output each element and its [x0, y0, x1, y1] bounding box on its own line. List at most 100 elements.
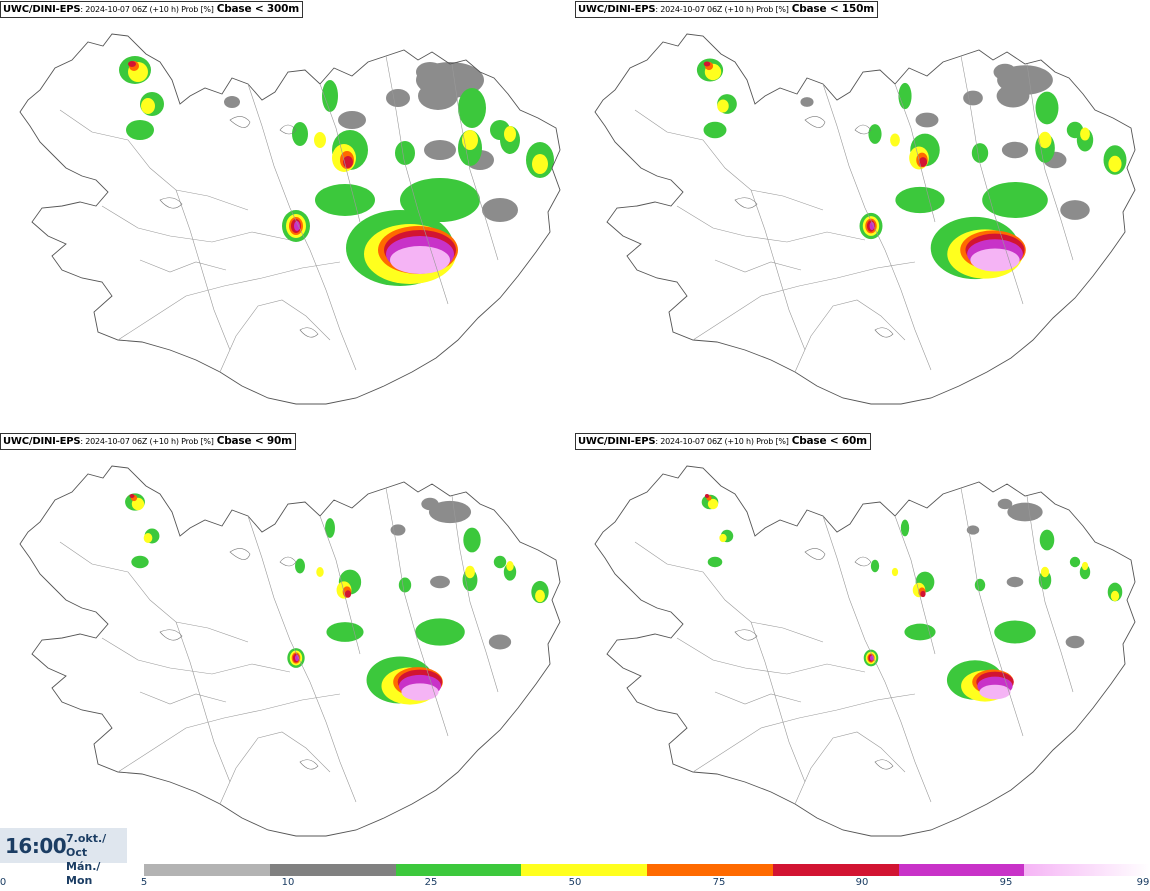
green-probability-area: [126, 120, 154, 140]
lake-outline: [159, 197, 183, 209]
green-probability-area: [707, 556, 723, 568]
region-boundary: [676, 205, 866, 243]
yellow-probability-area: [717, 99, 729, 113]
region-boundary: [139, 259, 227, 273]
yellow-probability-area: [1110, 590, 1120, 602]
grey-probability-area: [224, 96, 240, 108]
iceland-map: [19, 465, 561, 837]
iceland-map: [594, 33, 1136, 405]
green-probability-area: [458, 88, 486, 128]
region-boundary: [319, 83, 361, 223]
region-boundary: [822, 83, 932, 371]
region-boundary: [634, 541, 824, 643]
region-boundary: [385, 487, 449, 737]
yellow-probability-area: [462, 130, 478, 150]
pink-probability-area: [979, 684, 1011, 700]
panel-title: UWC/DINI-EPS: 2024-10-07 06Z (+10 h) Pro…: [0, 1, 303, 18]
region-boundary: [692, 261, 916, 341]
green-probability-area: [994, 620, 1036, 644]
region-boundary: [894, 515, 936, 655]
legend-tick-label: 5: [140, 877, 148, 888]
legend-tick-label: 50: [568, 877, 582, 888]
yellow-probability-area: [1108, 155, 1122, 173]
green-probability-area: [415, 618, 465, 646]
grey-probability-area: [386, 89, 410, 107]
green-probability-area: [326, 622, 364, 642]
red-probability-area: [128, 61, 136, 67]
grey-probability-area: [338, 111, 366, 129]
magenta-probability-area: [294, 221, 300, 231]
grey-probability-area: [915, 112, 939, 128]
region-boundary: [59, 541, 249, 643]
grey-probability-area: [488, 634, 512, 650]
region-boundary: [451, 63, 499, 261]
legend-swatch: [395, 864, 522, 876]
green-probability-area: [895, 186, 945, 214]
legend-tick-label: 90: [855, 877, 869, 888]
lake-outline: [854, 124, 872, 135]
region-boundary: [822, 515, 932, 803]
lake-outline: [159, 629, 183, 641]
legend-swatch: [144, 864, 270, 876]
legend-swatch: [1024, 864, 1150, 876]
yellow-probability-area: [1081, 561, 1089, 571]
green-probability-area: [322, 80, 338, 112]
pink-probability-area: [970, 248, 1020, 272]
date-line-1: 7.okt./ Oct: [66, 832, 107, 859]
red-probability-area: [703, 61, 711, 67]
legend-tick-labels: 0 5 10 25 50 75 90 95 99: [0, 877, 1150, 891]
grey-probability-area: [428, 500, 472, 524]
coastline: [19, 465, 561, 837]
region-boundary: [59, 109, 249, 211]
green-probability-area: [868, 124, 882, 144]
green-probability-area: [870, 559, 880, 573]
lake-outline: [229, 116, 251, 128]
valid-time-date: 7.okt./ Oct Mán./ Mon: [66, 832, 127, 888]
grey-probability-area: [1001, 141, 1029, 159]
yellow-probability-area: [314, 132, 326, 148]
yellow-probability-area: [504, 126, 516, 142]
green-probability-area: [898, 82, 912, 110]
region-boundary: [960, 487, 1024, 737]
lake-outline: [279, 556, 297, 567]
lake-outline: [854, 556, 872, 567]
green-probability-area: [398, 577, 412, 593]
region-boundary: [219, 731, 331, 805]
yellow-probability-area: [465, 565, 475, 579]
yellow-probability-area: [316, 567, 324, 577]
lake-outline: [804, 116, 826, 128]
region-boundary: [794, 299, 906, 373]
date-line-2: Mán./ Mon: [66, 860, 101, 887]
green-probability-area: [315, 184, 375, 216]
red-probability-area: [344, 590, 352, 598]
green-probability-area: [292, 122, 308, 146]
yellow-probability-area: [506, 561, 514, 571]
yellow-probability-area: [1038, 131, 1052, 149]
lake-outline: [279, 124, 297, 135]
legend-tick-label: 25: [424, 877, 438, 888]
grey-probability-area: [996, 84, 1030, 108]
lake-outline: [804, 548, 826, 560]
lake-outline: [299, 327, 319, 338]
green-probability-area: [325, 518, 335, 538]
yellow-probability-area: [141, 98, 155, 114]
region-boundary: [139, 691, 227, 705]
legend-tick-label: 0: [0, 877, 7, 888]
panel-title: UWC/DINI-EPS: 2024-10-07 06Z (+10 h) Pro…: [575, 1, 878, 18]
region-boundary: [117, 693, 341, 773]
region-boundary: [219, 299, 331, 373]
grey-probability-area: [1006, 576, 1024, 588]
pink-probability-area: [390, 246, 450, 274]
red-probability-area: [129, 494, 135, 498]
region-boundary: [101, 205, 291, 243]
yellow-probability-area: [143, 533, 153, 543]
grey-probability-area: [421, 497, 439, 511]
red-probability-area: [918, 157, 928, 167]
green-probability-area: [982, 181, 1048, 219]
grey-probability-area: [800, 97, 814, 107]
green-probability-area: [1035, 91, 1059, 125]
region-boundary: [1026, 63, 1074, 261]
grey-probability-area: [993, 63, 1017, 81]
grey-probability-area: [997, 498, 1013, 510]
grey-probability-area: [430, 575, 450, 589]
